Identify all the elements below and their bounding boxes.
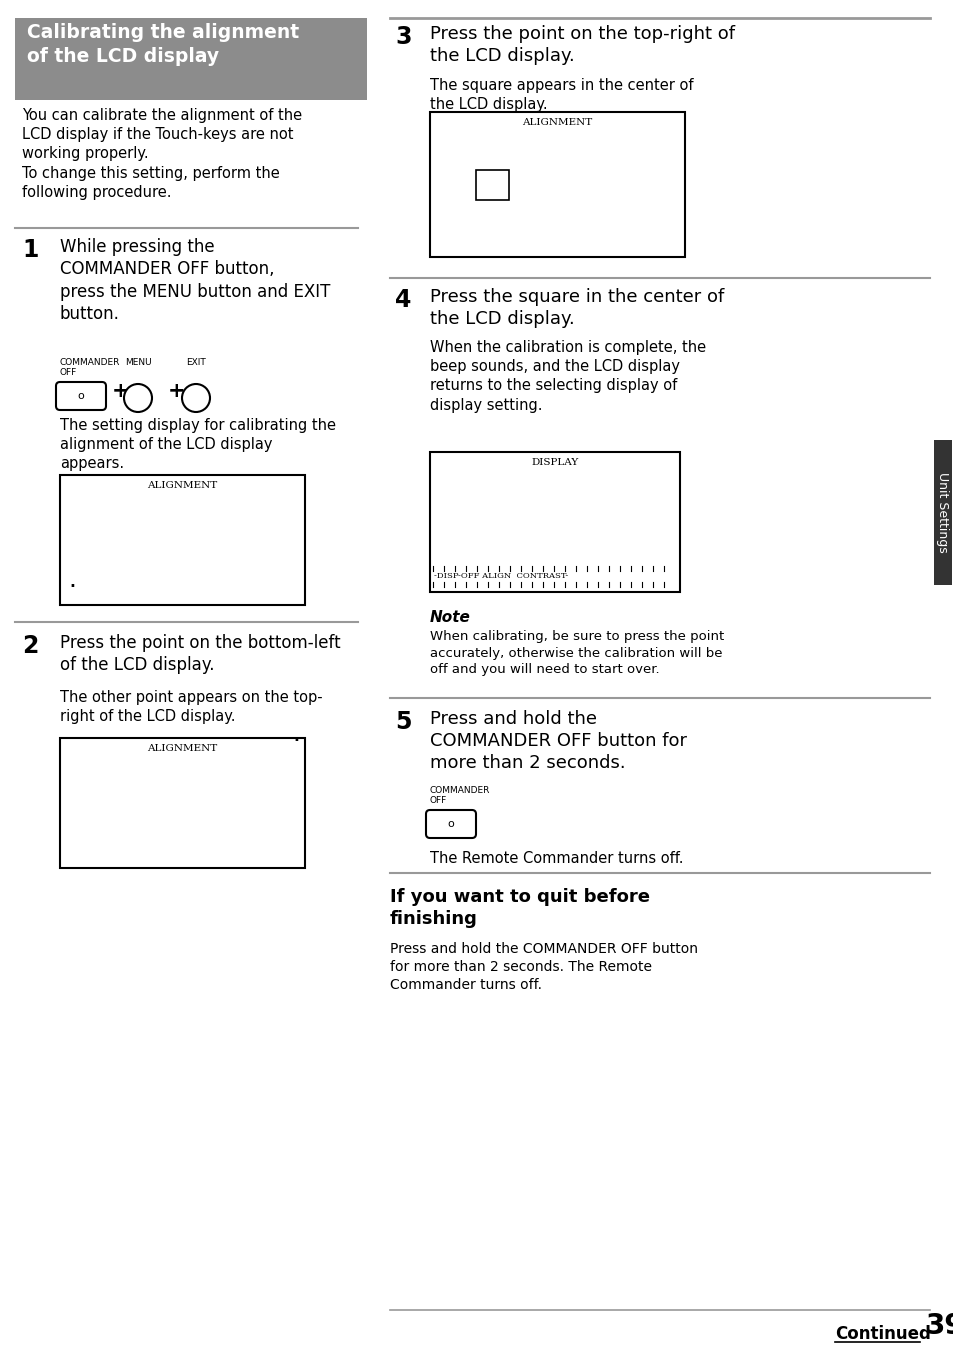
Text: 2: 2	[22, 634, 38, 658]
Text: Press and hold the
COMMANDER OFF button for
more than 2 seconds.: Press and hold the COMMANDER OFF button …	[430, 710, 686, 772]
Text: DISPLAY: DISPLAY	[531, 459, 578, 467]
Text: +: +	[168, 381, 186, 402]
Text: 1: 1	[22, 237, 38, 262]
Text: +: +	[112, 381, 130, 402]
Bar	[933, 440, 951, 585]
Text: 5: 5	[395, 710, 411, 734]
Text: o: o	[77, 391, 84, 402]
Bar	[60, 738, 305, 868]
Text: 39: 39	[924, 1312, 953, 1339]
Circle shape	[182, 384, 210, 413]
Text: Press the point on the top-right of
the LCD display.: Press the point on the top-right of the …	[430, 24, 734, 65]
Bar	[476, 170, 509, 199]
Text: MENU: MENU	[125, 358, 152, 366]
Text: .: .	[68, 569, 76, 592]
Text: ALIGNMENT: ALIGNMENT	[147, 480, 217, 490]
Bar	[430, 452, 679, 592]
Text: You can calibrate the alignment of the
LCD display if the Touch-keys are not
wor: You can calibrate the alignment of the L…	[22, 109, 302, 199]
Text: The setting display for calibrating the
alignment of the LCD display
appears.: The setting display for calibrating the …	[60, 418, 335, 471]
Bar	[60, 475, 305, 605]
Text: When calibrating, be sure to press the point
accurately, otherwise the calibrati: When calibrating, be sure to press the p…	[430, 630, 723, 676]
Text: ALIGNMENT: ALIGNMENT	[522, 118, 592, 128]
FancyBboxPatch shape	[56, 383, 106, 410]
Bar	[430, 113, 684, 256]
Text: Calibrating the alignment
of the LCD display: Calibrating the alignment of the LCD dis…	[27, 23, 299, 66]
Circle shape	[124, 384, 152, 413]
Text: Press the square in the center of
the LCD display.: Press the square in the center of the LC…	[430, 288, 723, 328]
Text: .: .	[292, 722, 299, 746]
Text: -DISP-OFF ALIGN  CONTRAST-: -DISP-OFF ALIGN CONTRAST-	[434, 573, 568, 579]
Text: COMMANDER
OFF: COMMANDER OFF	[60, 358, 120, 377]
Text: Unit Settings: Unit Settings	[936, 472, 948, 552]
Text: ALIGNMENT: ALIGNMENT	[147, 744, 217, 753]
Text: 4: 4	[395, 288, 411, 312]
Text: COMMANDER
OFF: COMMANDER OFF	[430, 786, 490, 806]
Text: Note: Note	[430, 611, 471, 626]
Text: Continued: Continued	[834, 1324, 930, 1343]
Text: While pressing the
COMMANDER OFF button,
press the MENU button and EXIT
button.: While pressing the COMMANDER OFF button,…	[60, 237, 330, 323]
Text: o: o	[447, 820, 454, 829]
Text: EXIT: EXIT	[186, 358, 206, 366]
Text: Press the point on the bottom-left
of the LCD display.: Press the point on the bottom-left of th…	[60, 634, 340, 674]
FancyBboxPatch shape	[426, 810, 476, 839]
Text: When the calibration is complete, the
beep sounds, and the LCD display
returns t: When the calibration is complete, the be…	[430, 341, 705, 413]
Text: If you want to quit before
finishing: If you want to quit before finishing	[390, 887, 649, 928]
Bar	[15, 18, 367, 100]
Text: The square appears in the center of
the LCD display.: The square appears in the center of the …	[430, 77, 693, 111]
Text: The other point appears on the top-
right of the LCD display.: The other point appears on the top- righ…	[60, 689, 322, 725]
Text: 3: 3	[395, 24, 411, 49]
Text: The Remote Commander turns off.: The Remote Commander turns off.	[430, 851, 682, 866]
Text: Press and hold the COMMANDER OFF button
for more than 2 seconds. The Remote
Comm: Press and hold the COMMANDER OFF button …	[390, 942, 698, 992]
